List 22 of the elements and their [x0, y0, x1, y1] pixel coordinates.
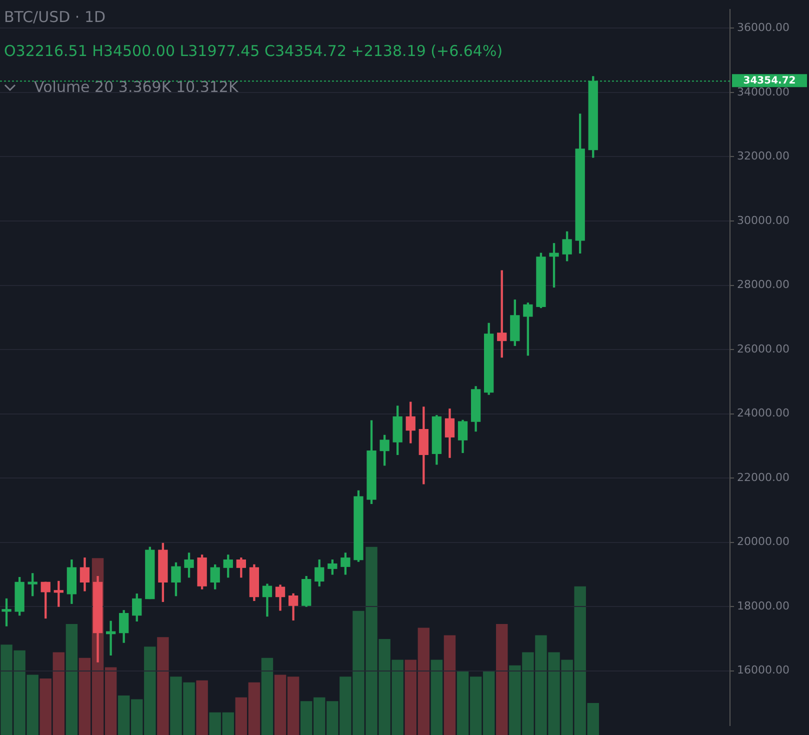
bar — [444, 635, 456, 735]
chart-title: BTC/USD · 1D — [4, 8, 106, 26]
y-tick-label: 18000.00 — [737, 599, 790, 612]
y-tick-label: 30000.00 — [737, 214, 790, 227]
bar — [430, 660, 443, 735]
y-tick-label: 36000.00 — [737, 21, 790, 34]
bar — [157, 637, 169, 735]
y-tick-label: 28000.00 — [737, 278, 790, 292]
bar — [261, 658, 274, 735]
bar — [496, 624, 508, 735]
y-tick-label: 20000.00 — [737, 535, 790, 548]
y-tick-label: 32000.00 — [737, 150, 790, 163]
y-tick-label: 22000.00 — [737, 470, 790, 484]
y-tick-label: 16000.00 — [737, 664, 790, 677]
bar — [196, 680, 208, 735]
annotation: O32216.51 H34500.00 L31977.45 C34354.72 +2138.19 (+6.64%) — [4, 42, 503, 60]
y-tick-label: 26000.00 — [737, 342, 790, 356]
annotation: Volume 20 3.369K 10.312K — [34, 78, 240, 96]
bar — [66, 624, 78, 735]
y-tick-label: 24000.00 — [737, 406, 790, 420]
ref-line-label: 34354.72 — [743, 76, 796, 87]
y-tick-label: 34000.00 — [737, 85, 790, 98]
